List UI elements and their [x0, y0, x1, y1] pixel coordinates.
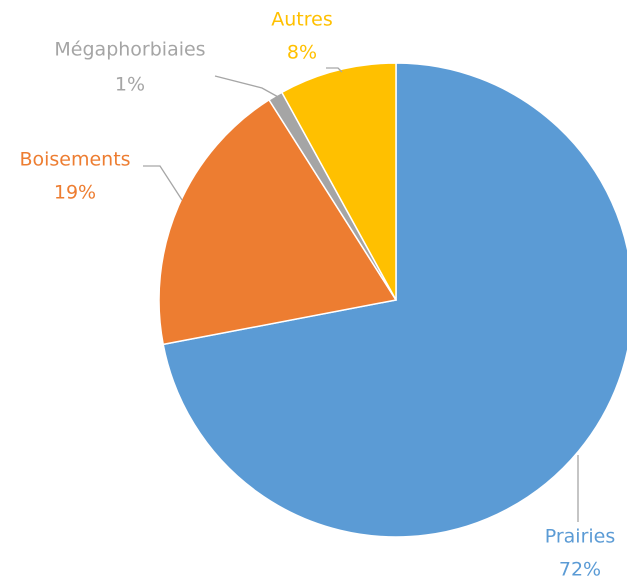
value-label: 19% [54, 182, 96, 204]
category-label: Mégaphorbiaies [54, 39, 205, 61]
leader-line [143, 165, 183, 201]
pie-slice [162, 62, 627, 538]
category-label: Boisements [19, 149, 130, 171]
leader-line [214, 75, 281, 99]
value-label: 72% [559, 559, 601, 581]
pie-slice [280, 62, 397, 301]
value-label: 1% [115, 74, 145, 96]
value-label: 8% [287, 42, 317, 64]
leader-line [326, 67, 343, 73]
category-label: Prairies [545, 526, 616, 548]
pie-slice [158, 98, 398, 346]
category-label: Autres [271, 9, 332, 31]
